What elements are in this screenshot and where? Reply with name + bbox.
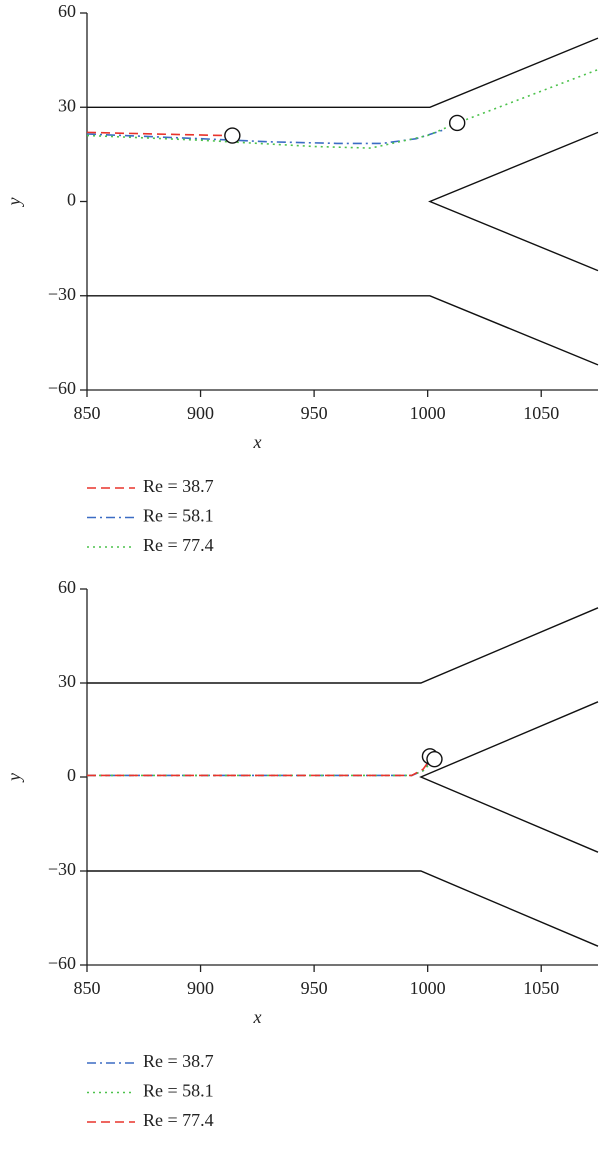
legend-label: Re = 77.4 (143, 535, 214, 555)
x-tick-label: 1000 (410, 403, 446, 423)
panel: 60 30 0 −30 −60 850 900 950 1000 1050 x y Re = 38.7 R… (4, 1, 599, 555)
legend-label: Re = 38.7 (143, 476, 214, 496)
y-tick-label: 60 (58, 577, 76, 597)
x-tick-label: 850 (74, 403, 101, 423)
legend-label: Re = 77.4 (143, 1110, 214, 1130)
trajectory (87, 760, 433, 777)
x-tick-label: 1050 (523, 403, 559, 423)
legend-label: Re = 38.7 (143, 1051, 214, 1071)
y-axis-label: y (4, 773, 24, 783)
y-tick-label: −60 (48, 378, 76, 398)
x-tick-label: 900 (187, 978, 214, 998)
y-tick-label: −60 (48, 953, 76, 973)
x-tick-label: 950 (301, 978, 328, 998)
channel-wall (87, 870, 599, 947)
x-axis-label: x (253, 1007, 262, 1027)
particle (426, 750, 443, 768)
y-tick-label: 30 (58, 671, 76, 691)
channel-wall (87, 295, 599, 366)
particle (224, 127, 241, 144)
panel: 60 30 0 −30 −60 850 900 950 1000 1050 x y Re = 38.7 R… (4, 577, 599, 1130)
trajectory (87, 759, 431, 777)
y-tick-label: 30 (58, 95, 76, 115)
legend-label: Re = 58.1 (143, 506, 214, 526)
y-tick-label: −30 (48, 284, 76, 304)
channel-wall (419, 701, 599, 853)
particle (448, 114, 466, 132)
x-tick-label: 850 (74, 978, 101, 998)
trajectory (87, 760, 431, 777)
trajectory (86, 128, 447, 145)
y-tick-label: −30 (48, 859, 76, 879)
x-axis-label: x (253, 432, 262, 452)
y-tick-label: 60 (58, 1, 76, 21)
y-tick-label: 0 (67, 765, 76, 785)
x-tick-label: 1000 (410, 978, 446, 998)
channel-wall (87, 37, 599, 108)
x-tick-label: 950 (301, 403, 328, 423)
legend-label: Re = 58.1 (143, 1081, 214, 1101)
x-tick-label: 900 (187, 403, 214, 423)
y-axis-label: y (4, 198, 24, 208)
x-tick-label: 1050 (523, 978, 559, 998)
channel-wall (87, 607, 599, 684)
y-tick-label: 0 (67, 190, 76, 210)
channel-wall (428, 131, 599, 272)
trajectory (86, 131, 224, 137)
trajectory (86, 68, 599, 149)
